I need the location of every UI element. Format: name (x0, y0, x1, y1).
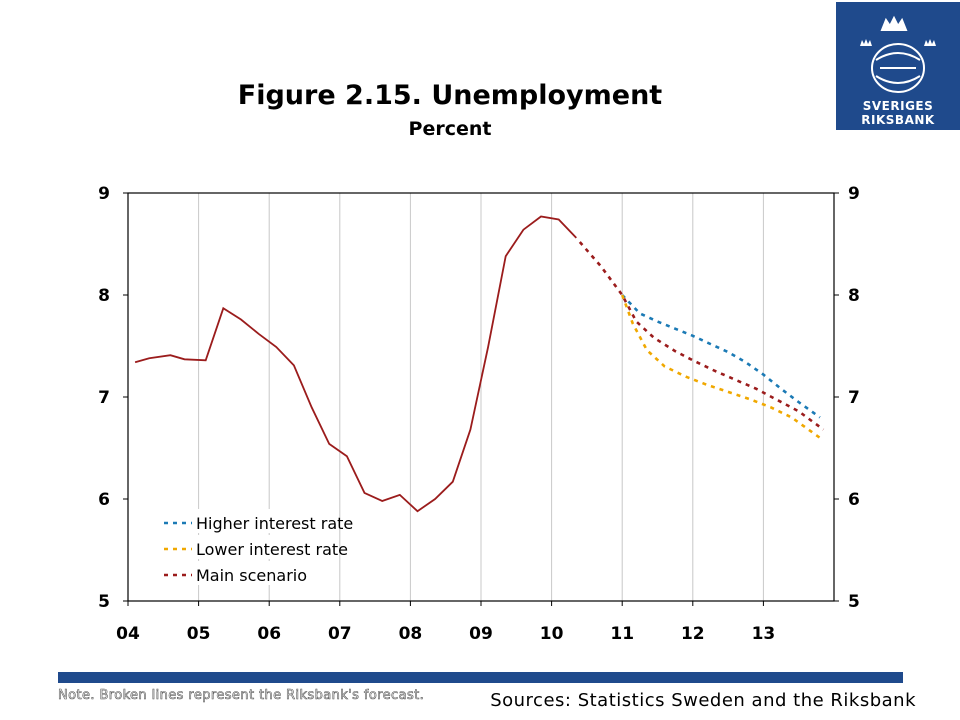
chart-title: Figure 2.15. Unemployment (237, 80, 663, 111)
x-tick-label-06: 06 (257, 624, 281, 644)
x-tick-label-11: 11 (610, 624, 634, 644)
y-tick-label-left-7: 7 (98, 388, 110, 408)
footer-bar (58, 672, 903, 683)
legend-label-0: Higher interest rate (196, 514, 353, 533)
x-tick-label-10: 10 (540, 624, 564, 644)
legend-bg-1 (156, 535, 334, 559)
legend-label-1: Lower interest rate (196, 540, 348, 559)
series-line-main-scenario (578, 241, 825, 431)
y-tick-label-right-6: 6 (848, 490, 860, 510)
sources-text: Sources: Statistics Sweden and the Riksb… (490, 690, 916, 711)
x-tick-label-04: 04 (116, 624, 140, 644)
chart-subtitle: Percent (408, 118, 492, 140)
legend-bg-2 (156, 561, 334, 585)
x-tick-label-05: 05 (187, 624, 211, 644)
y-tick-label-left-5: 5 (98, 592, 110, 612)
series-line-higher-interest-rate (621, 294, 821, 419)
y-tick-label-right-9: 9 (848, 184, 860, 204)
y-tick-label-left-6: 6 (98, 490, 110, 510)
series-line-actual (134, 215, 577, 513)
riksbank-logo: SVERIGES RIKSBANK (836, 0, 960, 130)
logo-divider (836, 0, 960, 2)
y-tick-label-right-7: 7 (848, 388, 860, 408)
legend-label-2: Main scenario (196, 566, 307, 585)
y-tick-label-right-5: 5 (848, 592, 860, 612)
y-tick-label-right-8: 8 (848, 286, 860, 306)
y-tick-label-left-9: 9 (98, 184, 110, 204)
unemployment-chart: 04 05 06 07 08 09 10 11 12 13 5 5 6 6 7 7 8 8 9 9 Higher int… (98, 184, 860, 644)
x-tick-label-12: 12 (681, 624, 705, 644)
x-tick-label-09: 09 (469, 624, 493, 644)
y-tick-label-left-8: 8 (98, 286, 110, 306)
x-tick-label-08: 08 (399, 624, 423, 644)
logo-text-line2: RIKSBANK (861, 113, 935, 127)
crown-emblem-icon (860, 15, 936, 93)
legend-bg-0 (156, 509, 334, 533)
series-line-lower-interest-rate (620, 294, 821, 439)
logo-text-line1: SVERIGES (862, 99, 934, 113)
x-tick-label-13: 13 (752, 624, 776, 644)
forecast-note: Note. Broken lines represent the Riksban… (58, 688, 425, 704)
x-tick-label-07: 07 (328, 624, 352, 644)
